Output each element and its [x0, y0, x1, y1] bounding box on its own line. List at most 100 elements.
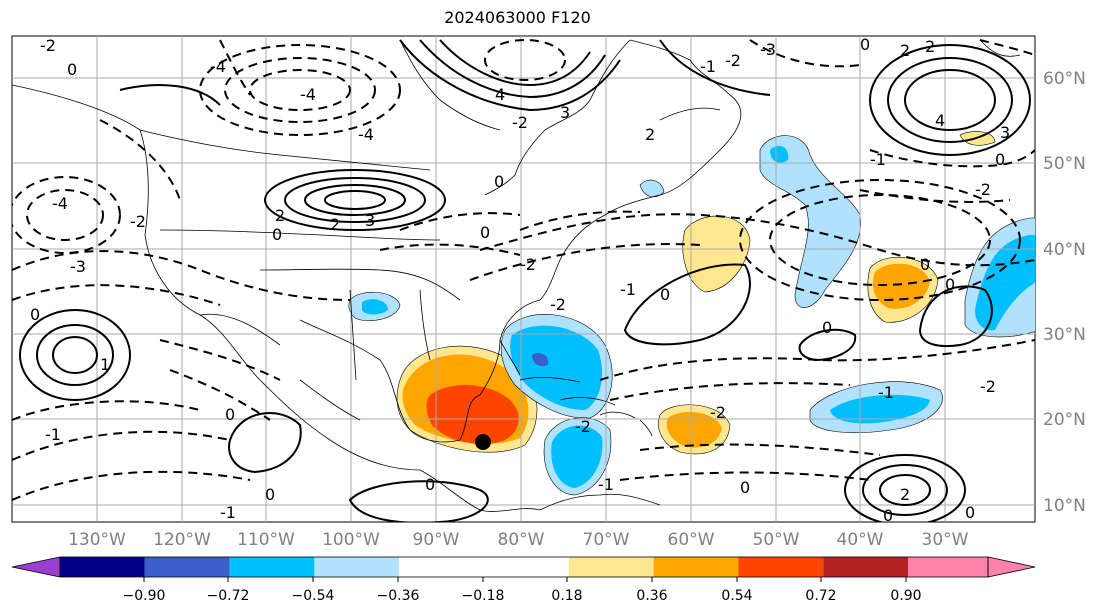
- contour-neg-central: [739, 179, 1021, 301]
- svg-text:0: 0: [883, 506, 893, 525]
- lat-label: 40°N: [1043, 240, 1086, 260]
- svg-text:2: 2: [900, 485, 910, 504]
- contour-pos-atlantic: [623, 263, 751, 346]
- shade-canada-negative: [639, 179, 665, 198]
- storm-center-marker: [475, 434, 491, 450]
- lon-label: 40°W: [837, 530, 884, 550]
- svg-text:0: 0: [995, 150, 1005, 169]
- lon-label: 110°W: [237, 530, 295, 550]
- contour-neg-labrador: [484, 39, 566, 81]
- lon-label: 60°W: [668, 530, 715, 550]
- shade-florida-blue: [510, 325, 603, 410]
- svg-text:-1: -1: [45, 425, 61, 444]
- contour-pos-ne: [869, 44, 1031, 156]
- svg-text:-4: -4: [52, 194, 68, 213]
- colorbar-tick-label: −0.72: [207, 588, 250, 604]
- colorbar-tick-label: 0.90: [890, 588, 921, 604]
- colorbar-bin: [399, 557, 484, 577]
- svg-text:-4: -4: [358, 125, 374, 144]
- svg-text:0: 0: [660, 285, 670, 304]
- shade-gulf-red: [426, 384, 519, 445]
- svg-text:-1: -1: [598, 475, 614, 494]
- colorbar: −0.90 −0.72 −0.54 −0.36 −0.18 0.18 0.36 …: [11, 556, 1036, 604]
- svg-text:-3: -3: [760, 40, 776, 59]
- colorbar-tick-label: −0.18: [462, 588, 505, 604]
- colorbar-tick-label: −0.54: [292, 588, 335, 604]
- colorbar-extend-low: [11, 556, 61, 578]
- lon-label: 50°W: [753, 530, 800, 550]
- svg-text:0: 0: [494, 172, 504, 191]
- svg-text:0: 0: [740, 478, 750, 497]
- colorbar-tick-label: 0.18: [551, 588, 582, 604]
- svg-text:-2: -2: [520, 255, 536, 274]
- longitude-labels: 130°W 120°W 110°W 100°W 90°W 80°W 70°W 6…: [68, 530, 969, 550]
- map-title: 2024063000 F120: [444, 8, 591, 27]
- svg-text:-2: -2: [512, 113, 528, 132]
- svg-text:-2: -2: [130, 212, 146, 231]
- colorbar-bin: [229, 557, 315, 577]
- colorbar-bin: [908, 557, 988, 577]
- coastlines: [12, 39, 1021, 512]
- shade-subtrop-blue: [830, 394, 930, 424]
- colorbar-tick-label: −0.90: [123, 588, 166, 604]
- svg-text:0: 0: [425, 475, 435, 494]
- svg-text:2: 2: [925, 37, 935, 56]
- lon-label: 70°W: [583, 530, 630, 550]
- contour-pos-nw: [19, 309, 131, 401]
- contour-pos-central: [264, 169, 446, 231]
- contour-neg-pacific: [12, 176, 121, 254]
- lon-label: 90°W: [413, 530, 460, 550]
- lon-label: 120°W: [153, 530, 211, 550]
- svg-text:-2: -2: [550, 295, 566, 314]
- lat-label: 20°N: [1043, 410, 1086, 430]
- colorbar-tick-label: 0.36: [636, 588, 667, 604]
- graticule: [12, 36, 1035, 522]
- label-neg-two: -2: [40, 36, 56, 55]
- svg-text:-1: -1: [220, 503, 236, 522]
- svg-text:-3: -3: [70, 257, 86, 276]
- svg-text:0: 0: [822, 318, 832, 337]
- svg-text:0: 0: [480, 223, 490, 242]
- svg-text:0: 0: [272, 225, 282, 244]
- svg-text:-1: -1: [878, 383, 894, 402]
- colorbar-bin: [314, 557, 400, 577]
- lon-label: 130°W: [68, 530, 126, 550]
- colorbar-extend-high: [987, 556, 1036, 578]
- svg-text:-1: -1: [870, 150, 886, 169]
- colorbar-bin: [60, 557, 145, 577]
- contour-labels: -2 0 -4 -4 -4 0 2 3 2 -4 -3 -2 0 1 -1 0 …: [30, 35, 1010, 525]
- colorbar-tick-label: 0.54: [721, 588, 752, 604]
- lat-label: 30°N: [1043, 325, 1086, 345]
- colorbar-bin: [823, 557, 908, 577]
- colorbar-bin: [568, 557, 654, 577]
- shade-texas-blue: [362, 299, 388, 315]
- contours: [12, 39, 1035, 522]
- svg-text:3: 3: [560, 103, 570, 122]
- contour-neg-north: [199, 44, 401, 136]
- colorbar-bin: [144, 557, 230, 577]
- shade-east-blue: [975, 235, 1035, 331]
- svg-text:-4: -4: [210, 57, 226, 76]
- svg-text:3: 3: [1000, 123, 1010, 142]
- svg-text:1: 1: [100, 355, 110, 374]
- shade-florida-core: [532, 353, 549, 366]
- lat-label: 10°N: [1043, 496, 1086, 516]
- svg-text:0: 0: [920, 255, 930, 274]
- colorbar-tick-label: 0.72: [805, 588, 836, 604]
- colorbar-bin: [484, 557, 569, 577]
- colorbar-bin: [653, 557, 739, 577]
- colorbar-tick-label: −0.36: [377, 588, 420, 604]
- lon-label: 30°W: [922, 530, 969, 550]
- shade-atl-orange-2: [666, 412, 722, 448]
- svg-text:2: 2: [900, 41, 910, 60]
- svg-text:0: 0: [860, 35, 870, 54]
- colorbar-bin: [738, 557, 824, 577]
- svg-text:0: 0: [945, 275, 955, 294]
- contour-pos-se: [844, 454, 966, 522]
- svg-text:-1: -1: [620, 280, 636, 299]
- latitude-labels: 60°N 50°N 40°N 30°N 20°N 10°N: [1043, 69, 1086, 516]
- svg-text:4: 4: [495, 85, 505, 104]
- lon-label: 80°W: [498, 530, 545, 550]
- svg-text:-2: -2: [575, 417, 591, 436]
